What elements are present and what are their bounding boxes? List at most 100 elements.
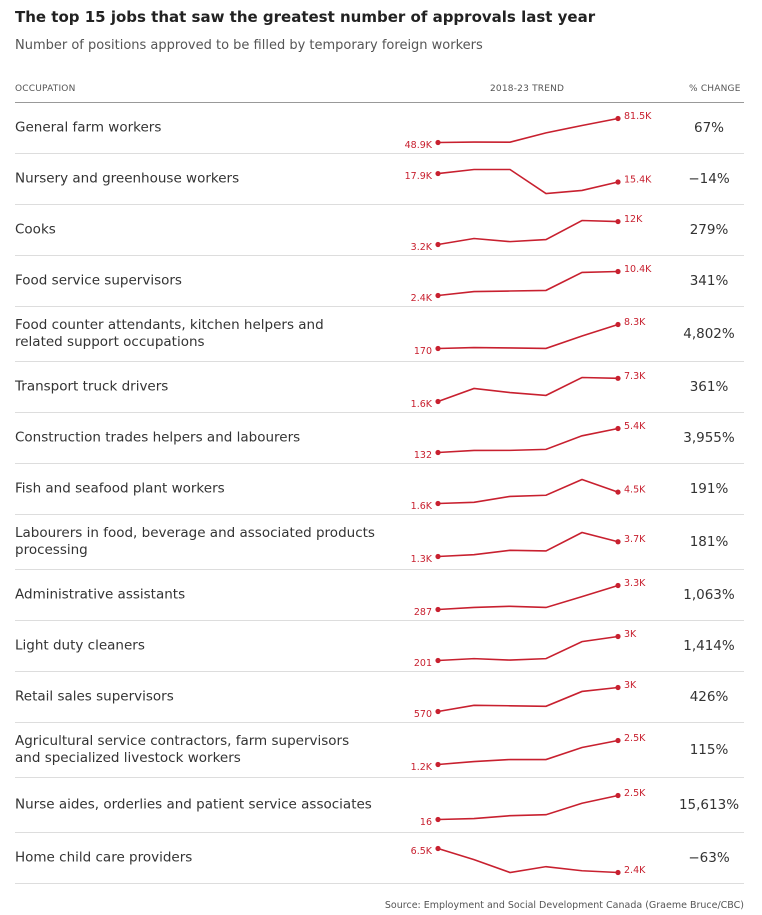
percent-change: 15,613% [678, 797, 740, 813]
sparkline: 1.3K 3.7K [411, 531, 646, 565]
trend-line [437, 270, 619, 297]
table-row: Nurse aides, orderlies and patient servi… [15, 778, 744, 833]
trend-label: 48.9K [405, 140, 433, 151]
trend-label: 2.4K [624, 865, 646, 876]
sparkline: 570 3K [414, 680, 637, 720]
trend-label: 2.5K [624, 788, 646, 799]
trend-line [437, 847, 619, 874]
percent-change: 361% [689, 379, 729, 395]
trend-label: 3.3K [624, 578, 646, 589]
trend-point [435, 606, 441, 613]
sparkline: 1.6K 7.3K [411, 371, 646, 410]
trend-point [615, 633, 621, 640]
occupation: Agricultural service contractors, farm s… [15, 733, 350, 766]
percent-change: 426% [689, 689, 729, 705]
table-row: General farm workers 67% 48.9K 81.5K [15, 103, 744, 154]
trend-line [437, 686, 619, 713]
trend-label: 1.3K [411, 554, 433, 565]
trend-label: 1.6K [411, 399, 433, 410]
trend-point [615, 489, 621, 495]
table-row: Construction trades helpers and labourer… [15, 413, 744, 464]
column-header: OCCUPATION [15, 84, 76, 94]
trend-point [615, 179, 621, 185]
trend-point [615, 375, 621, 381]
trend-point [435, 761, 441, 768]
percent-change: −14% [688, 171, 730, 187]
trend-point [435, 708, 441, 715]
trend-line [437, 584, 619, 611]
occupation: Nursery and greenhouse workers [15, 170, 240, 187]
trend-label: 15.4K [624, 175, 652, 186]
occupation: Nurse aides, orderlies and patient servi… [15, 796, 372, 813]
trend-point [435, 345, 441, 352]
trend-point [435, 553, 441, 560]
percent-change: 341% [689, 273, 729, 289]
trend-label: 2.5K [624, 733, 646, 744]
percent-change: 1,414% [683, 638, 735, 654]
table-row: Nursery and greenhouse workers −14% 17.9K 1… [15, 154, 744, 205]
occupation: Transport truck drivers [15, 378, 169, 395]
trend-line [437, 168, 619, 195]
sparkline: 3.2K 12K [411, 214, 643, 253]
trend-line [437, 427, 619, 454]
trend-point [615, 218, 621, 225]
trend-point [435, 241, 441, 248]
occupation: Labourers in food, beverage and associat… [15, 525, 375, 558]
trend-point [435, 816, 441, 823]
trend-line [437, 531, 619, 558]
percent-change: 115% [689, 742, 729, 758]
trend-point [615, 115, 621, 122]
trend-label: 132 [414, 450, 432, 461]
title: The top 15 jobs that saw the greatest nu… [15, 8, 596, 26]
trend-line [437, 219, 619, 246]
table-row: Light duty cleaners 1,414% 201 3K [15, 621, 744, 672]
table-row: Food service supervisors 341% 2.4K 10.4K [15, 256, 744, 307]
table-row: Home child care providers −63% 6.5K 2.4K [15, 833, 744, 884]
trend-label: 2.4K [411, 293, 433, 304]
percent-change: 279% [689, 222, 729, 238]
occupation: Administrative assistants [15, 586, 186, 603]
trend-point [615, 268, 621, 275]
trend-line [437, 376, 619, 403]
trend-point [435, 292, 441, 299]
sparkline: 170 8.3K [414, 317, 646, 357]
sparkline: 1.6K 4.5K [411, 478, 646, 512]
trend-label: 170 [414, 346, 432, 357]
sparkline: 201 3K [414, 629, 637, 669]
table-row: Labourers in food, beverage and associat… [15, 515, 744, 570]
percent-change: 3,955% [683, 430, 735, 446]
trend-line [437, 478, 619, 505]
sparkline: 16 2.5K [420, 788, 646, 828]
trend-point [435, 449, 441, 456]
trend-line [437, 739, 619, 766]
trend-label: 570 [414, 709, 432, 720]
trend-label: 5.4K [624, 421, 646, 432]
occupation: Light duty cleaners [15, 637, 145, 654]
trend-label: 4.5K [624, 485, 646, 496]
column-header: % CHANGE [689, 84, 741, 94]
sparkline: 6.5K 2.4K [411, 845, 646, 876]
trend-point [615, 869, 621, 876]
trend-line [437, 794, 619, 821]
trend-label: 6.5K [411, 846, 433, 857]
trend-line [437, 635, 619, 662]
trend-line [437, 117, 619, 144]
percent-change: 181% [689, 534, 729, 550]
percent-change: 67% [693, 120, 724, 136]
trend-label: 3K [624, 680, 637, 691]
trend-label: 1.6K [411, 501, 433, 512]
occupation: Food service supervisors [15, 272, 182, 289]
sparkline: 132 5.4K [414, 421, 646, 461]
source: Source: Employment and Social Developmen… [384, 900, 744, 911]
table-row: Administrative assistants 1,063% 287 3.3K [15, 570, 744, 621]
trend-point [615, 792, 621, 799]
trend-point [615, 425, 621, 432]
trend-label: 3.2K [411, 242, 433, 253]
table-row: Cooks 279% 3.2K 12K [15, 205, 744, 256]
trend-label: 8.3K [624, 317, 646, 328]
trend-label: 81.5K [624, 111, 652, 122]
sparkline: 2.4K 10.4K [411, 264, 652, 304]
trend-label: 17.9K [405, 171, 433, 182]
trend-point [435, 845, 441, 852]
